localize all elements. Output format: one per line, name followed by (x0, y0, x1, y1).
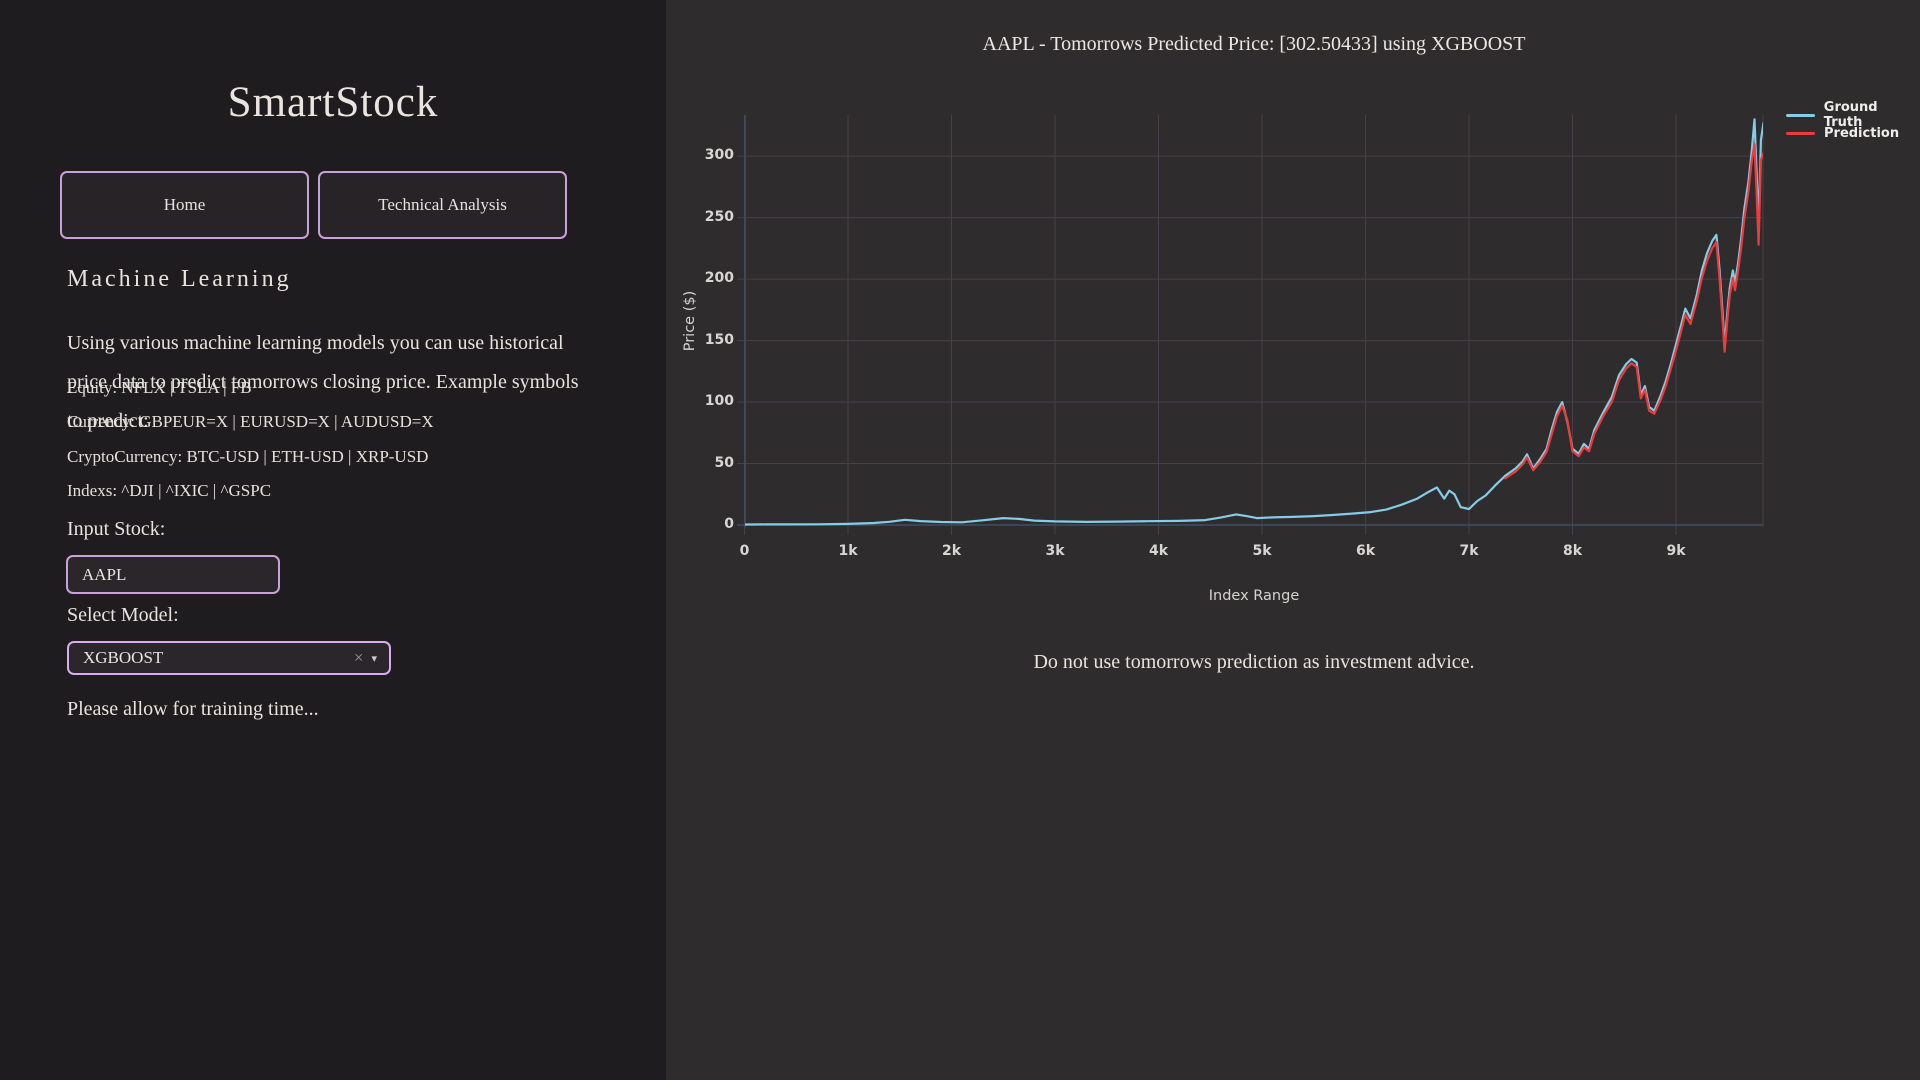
nav-button-technical-analysis[interactable]: Technical Analysis (318, 171, 567, 239)
section-heading-machine-learning: Machine Learning (67, 266, 292, 292)
example-equity: Equity: NFLX | TSLA | FB (67, 378, 252, 397)
y-tick-label: 150 (704, 331, 734, 348)
x-tick-label: 5k (1252, 543, 1272, 559)
model-select-dropdown[interactable]: XGBOOST × ▾ (67, 641, 391, 675)
clear-icon[interactable]: × (353, 648, 364, 667)
x-tick-label: 4k (1148, 543, 1169, 559)
y-tick-label: 50 (714, 454, 734, 471)
x-tick-label: 2k (941, 543, 962, 559)
y-tick-label: 0 (724, 516, 734, 532)
y-axis-title: Price ($) (682, 290, 698, 352)
x-tick-label: 7k (1459, 543, 1479, 559)
chart-legend: Ground Truth Prediction (1786, 100, 1920, 142)
chart-title: AAPL - Tomorrows Predicted Price: [302.5… (982, 33, 1526, 55)
legend-label: Ground Truth (1823, 100, 1878, 130)
x-tick-label: 8k (1562, 543, 1583, 559)
main-panel (666, 0, 1920, 1080)
y-tick-label: 200 (704, 270, 734, 287)
legend-line-icon (1786, 131, 1815, 135)
example-indexes: Indexs: ^DJI | ^IXIC | ^GSPC (67, 481, 272, 500)
model-select-value: XGBOOST (83, 648, 164, 667)
x-axis-title: Index Range (1208, 588, 1300, 604)
input-stock-label: Input Stock: (67, 518, 166, 540)
app-title: SmartStock (227, 79, 439, 126)
disclaimer-text: Do not use tomorrows prediction as inves… (1033, 651, 1475, 673)
legend-label: Prediction (1824, 125, 1900, 141)
description-paragraph: Using various machine learning models yo… (67, 324, 597, 441)
x-tick-label: 1k (838, 543, 858, 559)
description-line: price data to predict tomorrows closing … (67, 371, 579, 393)
example-cryptocurrency: CryptoCurrency: BTC-USD | ETH-USD | XRP-… (67, 447, 429, 466)
legend-line-icon (1786, 113, 1815, 117)
example-currency: Currency: GBPEUR=X | EURUSD=X | AUDUSD=X (67, 412, 434, 431)
x-tick-label: 3k (1045, 543, 1065, 559)
training-time-note: Please allow for training time... (67, 698, 319, 720)
nav-button-home[interactable]: Home (60, 171, 309, 239)
x-tick-label: 0 (739, 543, 750, 559)
legend-item-prediction[interactable]: Prediction (1786, 124, 1920, 142)
y-tick-label: 100 (704, 393, 734, 410)
description-line: to predict: (67, 410, 149, 432)
chevron-down-icon[interactable]: ▾ (371, 652, 377, 665)
y-tick-label: 250 (704, 208, 734, 225)
x-tick-label: 9k (1666, 543, 1686, 559)
select-model-label: Select Model: (67, 604, 179, 626)
legend-item-ground-truth[interactable]: Ground Truth (1786, 100, 1920, 130)
description-line: Using various machine learning models yo… (67, 332, 564, 354)
x-tick-label: 6k (1355, 543, 1376, 559)
y-tick-label: 300 (704, 147, 734, 164)
sidebar: SmartStock Home Technical Analysis Machi… (0, 0, 666, 1080)
stock-symbol-input[interactable] (66, 555, 280, 594)
